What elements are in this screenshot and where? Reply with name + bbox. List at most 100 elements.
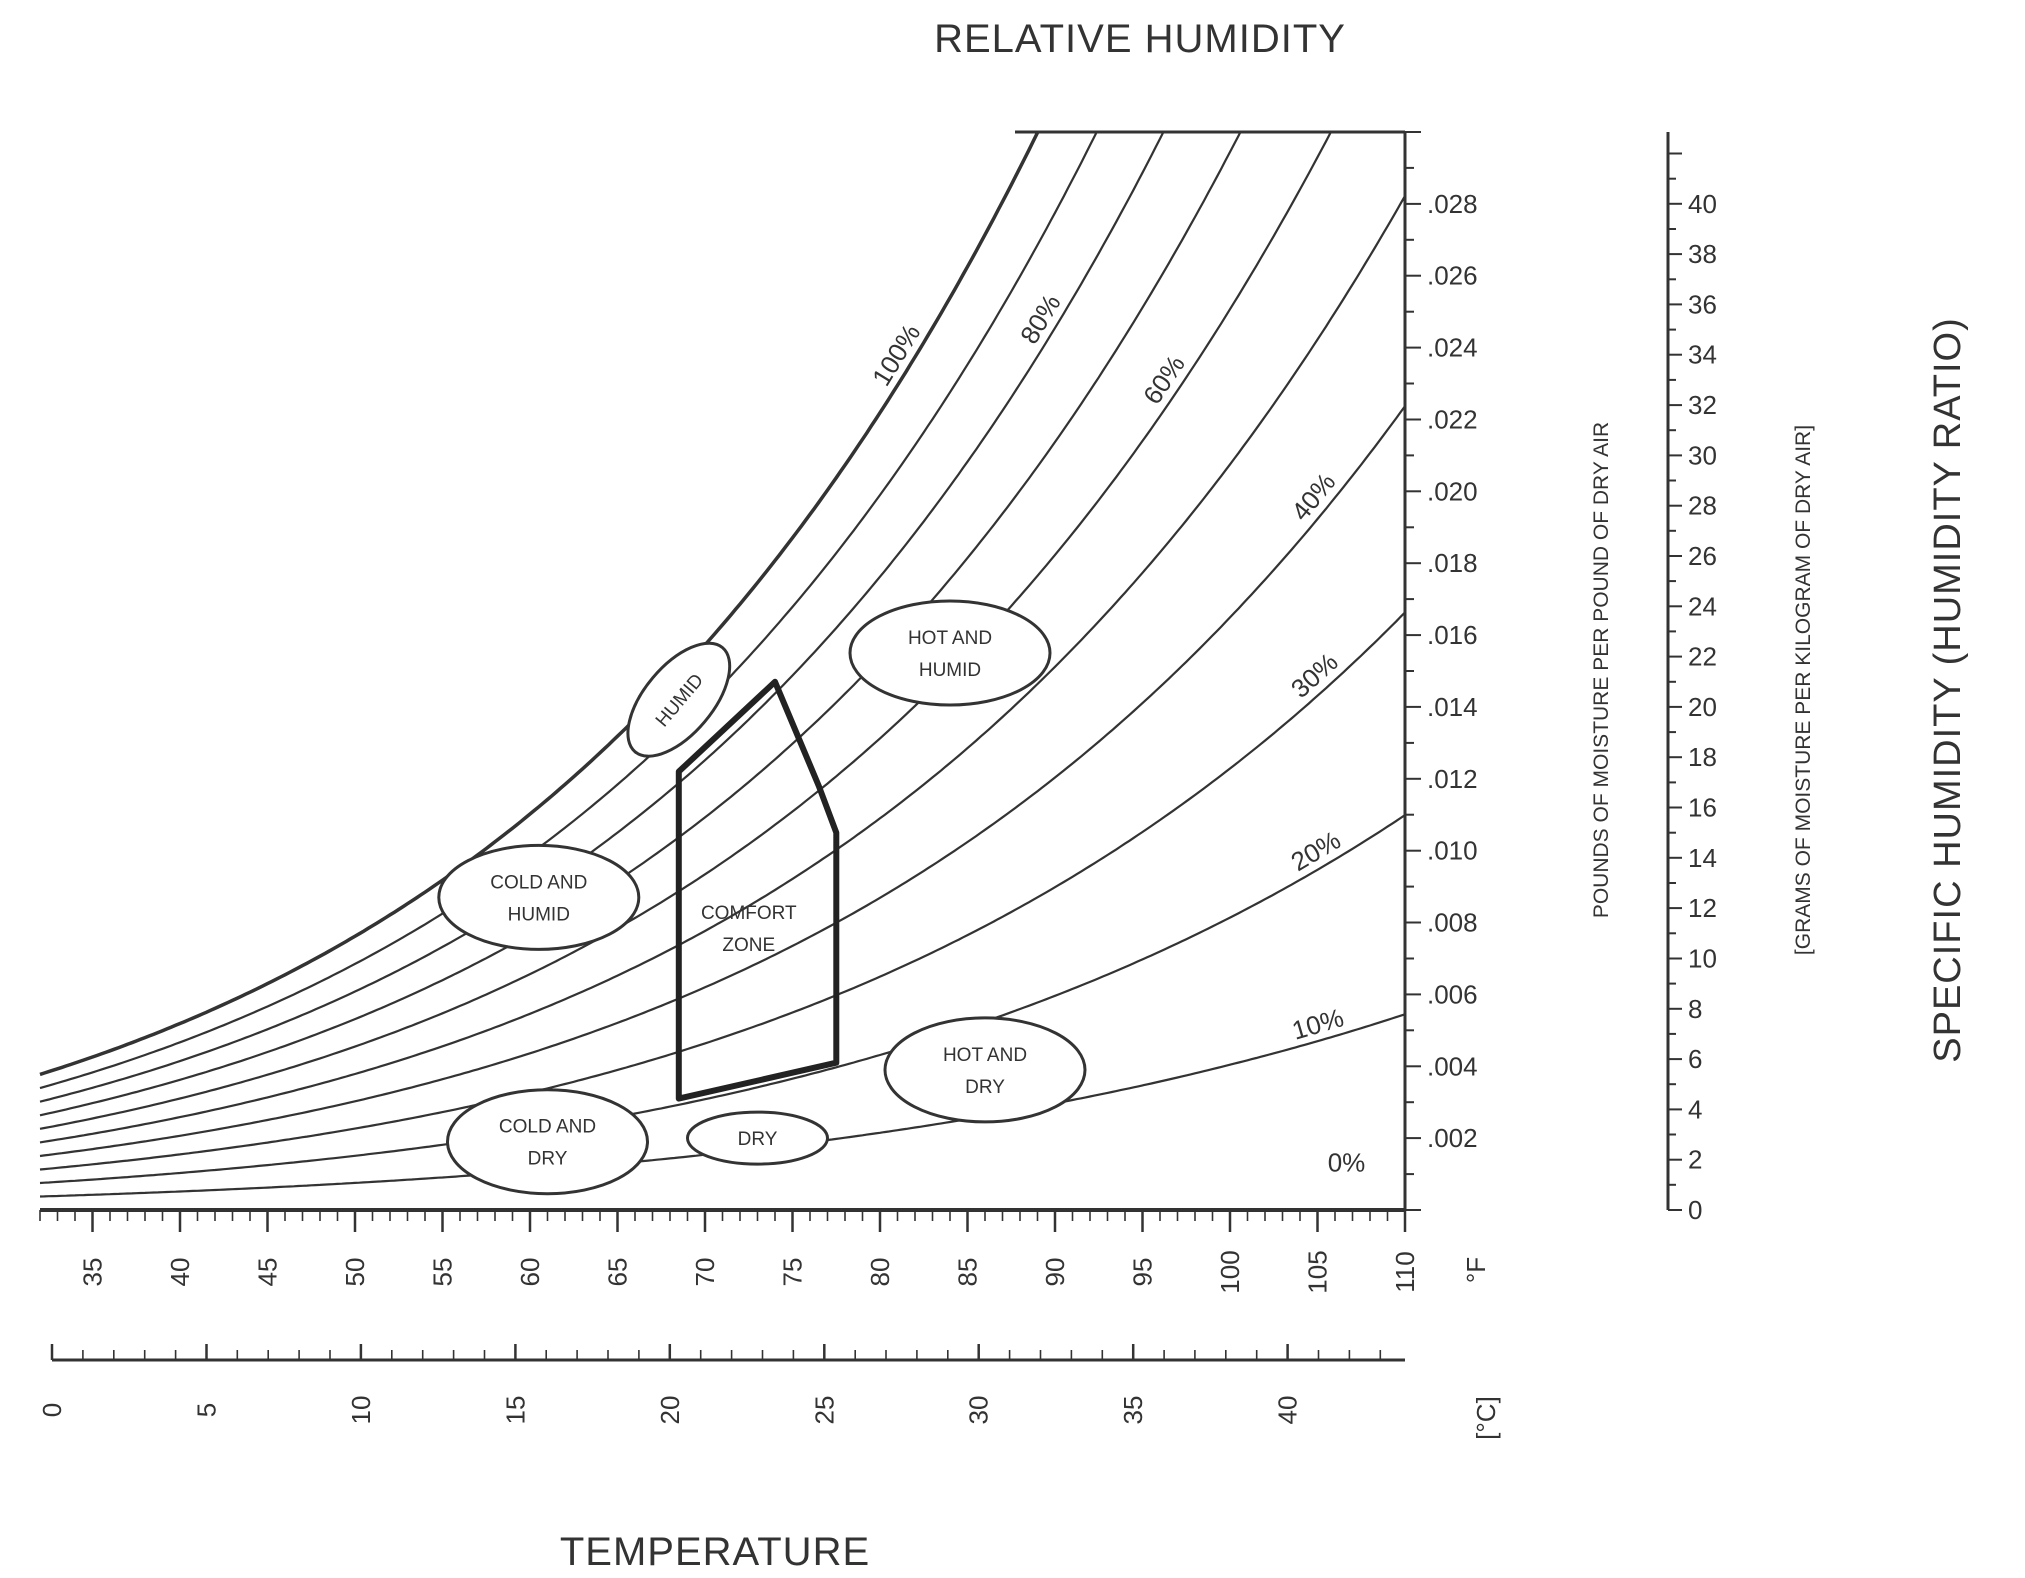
g-tick-label: 0: [1688, 1195, 1702, 1225]
rh-curve-60: [39, 131, 1332, 1130]
region-ellipse: [686, 1110, 829, 1166]
f-tick-label: 40: [165, 1258, 195, 1287]
region-cold-and-dry: COLD AND DRY: [446, 1088, 649, 1196]
rh-label-80: 80%: [1014, 289, 1067, 349]
y-axis-label-pounds: POUNDS OF MOISTURE PER POUND OF DRY AIR: [1590, 422, 1613, 918]
region-ellipse: [626, 641, 732, 758]
c-tick-label: 35: [1118, 1396, 1148, 1425]
g-tick-label: 20: [1688, 692, 1717, 722]
y-axis-label-grams: [GRAMS OF MOISTURE PER KILOGRAM OF DRY A…: [1792, 425, 1815, 955]
unit-celsius: [°C]: [1471, 1396, 1501, 1440]
c-tick-label: 15: [500, 1396, 530, 1425]
y-tick-label: .016: [1427, 620, 1478, 650]
y-tick-label: .002: [1427, 1123, 1478, 1153]
region-label: DRY: [528, 1149, 568, 1170]
region-label: HUMID: [919, 660, 981, 681]
g-tick-label: 28: [1688, 491, 1717, 521]
f-tick-label: 60: [515, 1258, 545, 1287]
g-tick-label: 6: [1688, 1044, 1702, 1074]
unit-fahrenheit: °F: [1461, 1257, 1491, 1283]
g-tick-label: 32: [1688, 390, 1717, 420]
f-tick-label: 110: [1390, 1251, 1420, 1292]
region-label: COLD AND: [490, 872, 587, 893]
y-tick-label: .006: [1427, 979, 1478, 1009]
c-tick-label: 10: [346, 1396, 376, 1425]
region-ellipse: [848, 599, 1052, 707]
humidity-ratio-ticks: .002 .004 .006 .008 .010 .012 .014 .016 .018 .020…: [1405, 131, 1478, 1211]
g-tick-label: 16: [1688, 793, 1717, 823]
region-hot-and-humid: HOT AND HUMID: [848, 599, 1052, 707]
chart-frame: [40, 130, 1670, 1362]
g-tick-label: 12: [1688, 893, 1717, 923]
region-label: HOT AND: [908, 628, 992, 649]
rh-label-0: 0%: [1328, 1148, 1366, 1178]
y-axis-label-specific: SPECIFIC HUMIDITY (HUMIDITY RATIO): [1927, 317, 1969, 1062]
f-tick-label: 80: [865, 1258, 895, 1287]
f-tick-label: 45: [253, 1258, 283, 1287]
y-tick-label: .018: [1427, 548, 1478, 578]
f-tick-label: 55: [428, 1258, 458, 1287]
region-label: HOT AND: [943, 1045, 1027, 1066]
y-tick-label: .024: [1427, 333, 1478, 363]
region-ellipse: [446, 1088, 649, 1196]
g-tick-label: 40: [1688, 189, 1717, 219]
region-hot-and-dry: HOT AND DRY: [883, 1016, 1087, 1124]
c-tick-label: 0: [37, 1403, 67, 1417]
y-tick-label: .020: [1427, 476, 1478, 506]
region-label: DRY: [965, 1077, 1005, 1098]
region-cold-and-humid: COLD AND HUMID: [437, 843, 641, 951]
y-tick-label: .028: [1427, 189, 1478, 219]
f-tick-label: 105: [1303, 1250, 1333, 1293]
g-tick-label: 36: [1688, 289, 1717, 319]
comfort-zone-label: COMFORT: [701, 903, 797, 924]
rh-curve-90: [39, 131, 1098, 1090]
f-tick-label: 95: [1128, 1258, 1158, 1287]
y-tick-label: .012: [1427, 764, 1478, 794]
g-tick-label: 14: [1688, 843, 1717, 873]
f-tick-label: 70: [690, 1258, 720, 1287]
c-tick-label: 5: [192, 1403, 222, 1417]
rh-label-40: 40%: [1285, 467, 1341, 526]
y-tick-label: .022: [1427, 405, 1478, 435]
f-tick-label: 50: [340, 1258, 370, 1287]
f-tick-label: 65: [603, 1258, 633, 1287]
g-tick-label: 10: [1688, 944, 1717, 974]
comfort-zone-label: ZONE: [722, 935, 775, 956]
rh-curve-10: [39, 1013, 1406, 1198]
comfort-zone-layer: COMFORT ZONE: [675, 678, 840, 1102]
fahrenheit-ticks: 35 40 45 50 55 60 65 70 75 80 85 90 95 100 105 110: [39, 1210, 1420, 1294]
rh-curve-70: [39, 131, 1242, 1117]
g-tick-label: 22: [1688, 642, 1717, 672]
y-tick-label: .010: [1427, 836, 1478, 866]
rh-curve-100: [39, 131, 1040, 1077]
c-tick-label: 25: [809, 1396, 839, 1425]
c-tick-label: 40: [1273, 1396, 1303, 1425]
comfort-zone-outline: [675, 678, 840, 1102]
g-tick-label: 2: [1688, 1145, 1702, 1175]
g-tick-label: 26: [1688, 541, 1717, 571]
region-label: HUMID: [508, 904, 570, 925]
region-label: COLD AND: [499, 1117, 596, 1138]
region-humid: HUMID: [626, 641, 732, 758]
rh-curve-30: [39, 611, 1406, 1171]
y-tick-label: .026: [1427, 261, 1478, 291]
rh-label-10: 10%: [1289, 1002, 1347, 1045]
rh-curve-50: [39, 195, 1406, 1144]
c-tick-label: 20: [655, 1396, 685, 1425]
f-tick-label: 90: [1040, 1258, 1070, 1287]
g-tick-label: 24: [1688, 591, 1717, 621]
g-tick-label: 8: [1688, 994, 1702, 1024]
region-ellipse: [437, 843, 641, 951]
rh-curve-20: [39, 814, 1406, 1185]
g-tick-label: 4: [1688, 1094, 1702, 1124]
y-tick-label: .008: [1427, 908, 1478, 938]
g-tick-label: 30: [1688, 440, 1717, 470]
rh-label-20: 20%: [1286, 825, 1346, 877]
region-labels: HUMID HOT AND HUMID COLD AND HUMID HOT AND DRY…: [437, 599, 1087, 1196]
chart-title: RELATIVE HUMIDITY: [934, 17, 1346, 61]
x-axis-title: TEMPERATURE: [560, 1530, 870, 1574]
f-tick-label: 85: [953, 1258, 983, 1287]
g-tick-label: 38: [1688, 239, 1717, 269]
